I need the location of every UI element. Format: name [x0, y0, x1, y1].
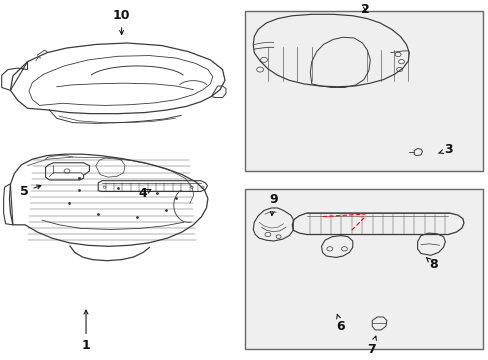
Text: 10: 10 [113, 9, 130, 35]
Bar [245, 12, 482, 171]
Text: 8: 8 [426, 258, 437, 271]
Text: 2: 2 [360, 3, 369, 16]
Text: 5: 5 [20, 185, 41, 198]
Text: 1: 1 [81, 310, 90, 352]
Text: 6: 6 [336, 314, 345, 333]
Text: 3: 3 [438, 143, 452, 156]
Text: 7: 7 [366, 336, 376, 356]
Bar [245, 189, 482, 348]
Text: 9: 9 [269, 193, 278, 216]
Text: 4: 4 [139, 187, 151, 200]
